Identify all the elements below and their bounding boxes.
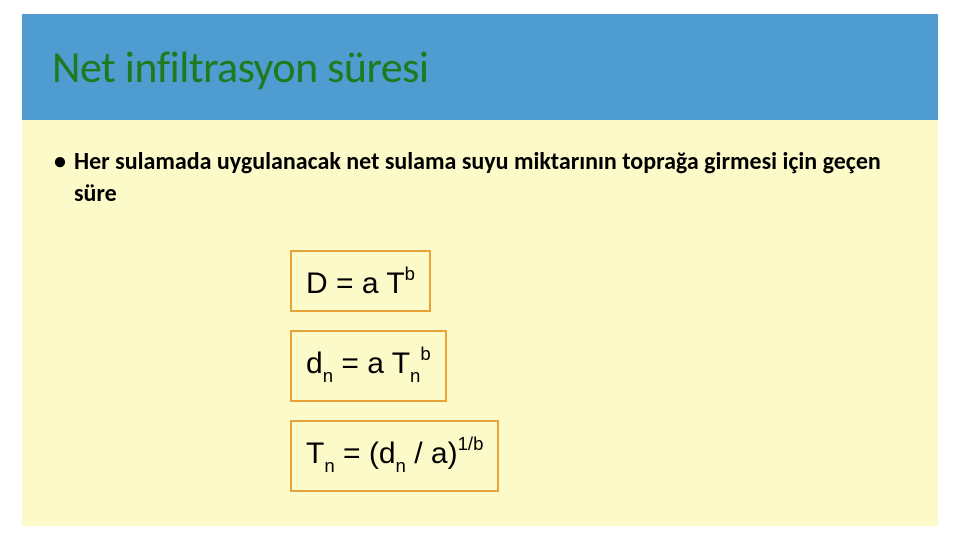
title-band: Net infiltrasyon süresi [22, 14, 938, 120]
formula-stack: D = a Tb dn = a Tnb Tn = (dn / a)1/b [290, 250, 499, 492]
body-panel: • Her sulamada uygulanacak net sulama su… [22, 120, 938, 526]
formula-2: dn = a Tnb [290, 330, 447, 402]
slide-title: Net infiltrasyon süresi [52, 40, 428, 94]
formula-3: Tn = (dn / a)1/b [290, 420, 499, 492]
bullet-marker: • [54, 146, 66, 178]
formula-1: D = a Tb [290, 250, 431, 312]
slide: Net infiltrasyon süresi • Her sulamada u… [0, 0, 960, 540]
bullet-text: Her sulamada uygulanacak net sulama suyu… [74, 146, 906, 210]
bullet-item: • Her sulamada uygulanacak net sulama su… [54, 146, 906, 210]
